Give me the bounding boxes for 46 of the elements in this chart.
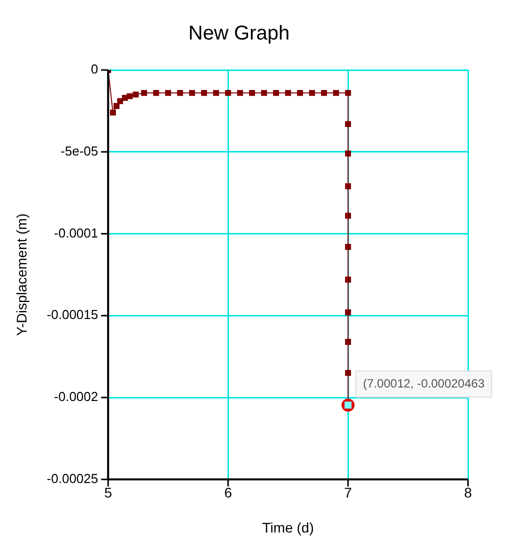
y-tick-label: -0.00025 (46, 470, 98, 486)
y-tick-label: -0.00015 (46, 307, 98, 322)
y-tick-label: -5e-05 (60, 143, 98, 158)
point (201, 90, 208, 96)
point (273, 90, 280, 96)
point (309, 90, 316, 96)
y-tick-label: -0.0002 (54, 389, 98, 404)
point (333, 90, 340, 96)
point (225, 90, 232, 96)
point (297, 90, 304, 96)
point (321, 90, 328, 96)
point (249, 90, 256, 96)
x-tick-label: 6 (224, 484, 232, 501)
point (177, 90, 184, 96)
y-tick-label: -0.0001 (54, 225, 98, 240)
point (117, 98, 124, 104)
point (114, 103, 120, 109)
point (165, 90, 172, 96)
point (213, 90, 220, 96)
point (345, 309, 352, 316)
point (132, 92, 139, 98)
x-tick-label: 7 (344, 484, 352, 501)
y-tick-label: 0 (90, 62, 98, 77)
point (153, 90, 160, 96)
point (345, 121, 352, 128)
point (285, 90, 292, 96)
x-tick-label: 8 (464, 484, 472, 501)
x-axis-title: Time (d) (262, 519, 314, 536)
point (345, 276, 352, 283)
point (189, 90, 196, 96)
point (237, 90, 244, 96)
point (110, 110, 116, 116)
point (345, 150, 352, 156)
point (345, 338, 352, 345)
point (345, 244, 352, 250)
y-axis-title: Y-Displacement (m) (13, 213, 30, 336)
annotation: (7.00012, -0.00020463 (363, 376, 485, 390)
point (345, 370, 352, 376)
point (141, 90, 148, 96)
point (345, 90, 352, 96)
point (345, 212, 352, 219)
x-tick-label: 5 (104, 484, 112, 501)
chart-title: New Graph (188, 22, 290, 45)
point (345, 183, 352, 190)
point (261, 90, 268, 96)
point (126, 93, 133, 100)
